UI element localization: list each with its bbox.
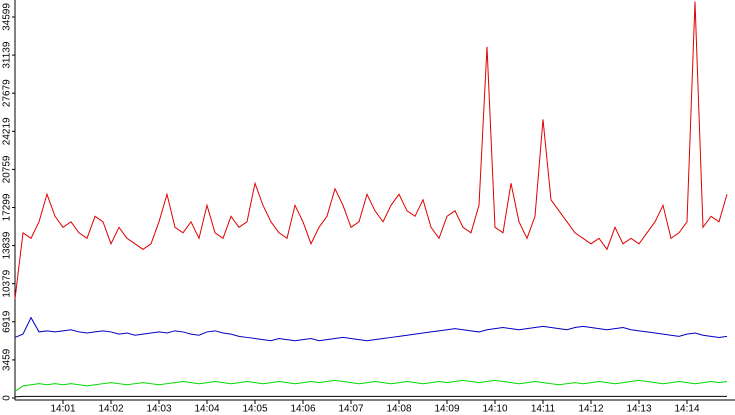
x-tick-label: 14:01 (50, 404, 75, 415)
series-line (14, 316, 728, 342)
y-tick-label: 6919 (2, 310, 13, 333)
x-tick-label: 14:05 (242, 404, 267, 415)
x-tick-label: 14:14 (674, 404, 699, 415)
y-tick-label: 10379 (2, 269, 13, 297)
y-tick-label: 13839 (2, 231, 13, 259)
x-tick-label: 14:06 (290, 404, 315, 415)
x-tick-label: 14:07 (338, 404, 363, 415)
x-tick-label: 14:09 (434, 404, 459, 415)
x-tick-label: 14:11 (531, 404, 556, 415)
y-tick-label: 24219 (2, 117, 13, 145)
x-tick-label: 14:08 (386, 404, 411, 415)
y-tick-label: 34599 (2, 3, 13, 31)
y-tick-label: 20759 (2, 155, 13, 183)
y-tick-label: 31139 (2, 41, 13, 69)
series-line (14, 395, 727, 398)
x-tick-label: 14:10 (482, 404, 507, 415)
x-tick-label: 14:03 (146, 404, 171, 415)
series-line (14, 379, 728, 392)
x-tick-label: 14:04 (194, 404, 219, 415)
y-tick-label: 3459 (2, 348, 13, 371)
x-tick-label: 14:12 (578, 404, 603, 415)
x-tick-label: 14:13 (626, 404, 651, 415)
y-tick-label: 27679 (2, 79, 13, 107)
x-tick-label: 14:02 (98, 404, 123, 415)
y-tick-label: 0 (2, 395, 13, 401)
series-line (14, 1, 728, 299)
y-tick-label: 17299 (2, 193, 13, 221)
